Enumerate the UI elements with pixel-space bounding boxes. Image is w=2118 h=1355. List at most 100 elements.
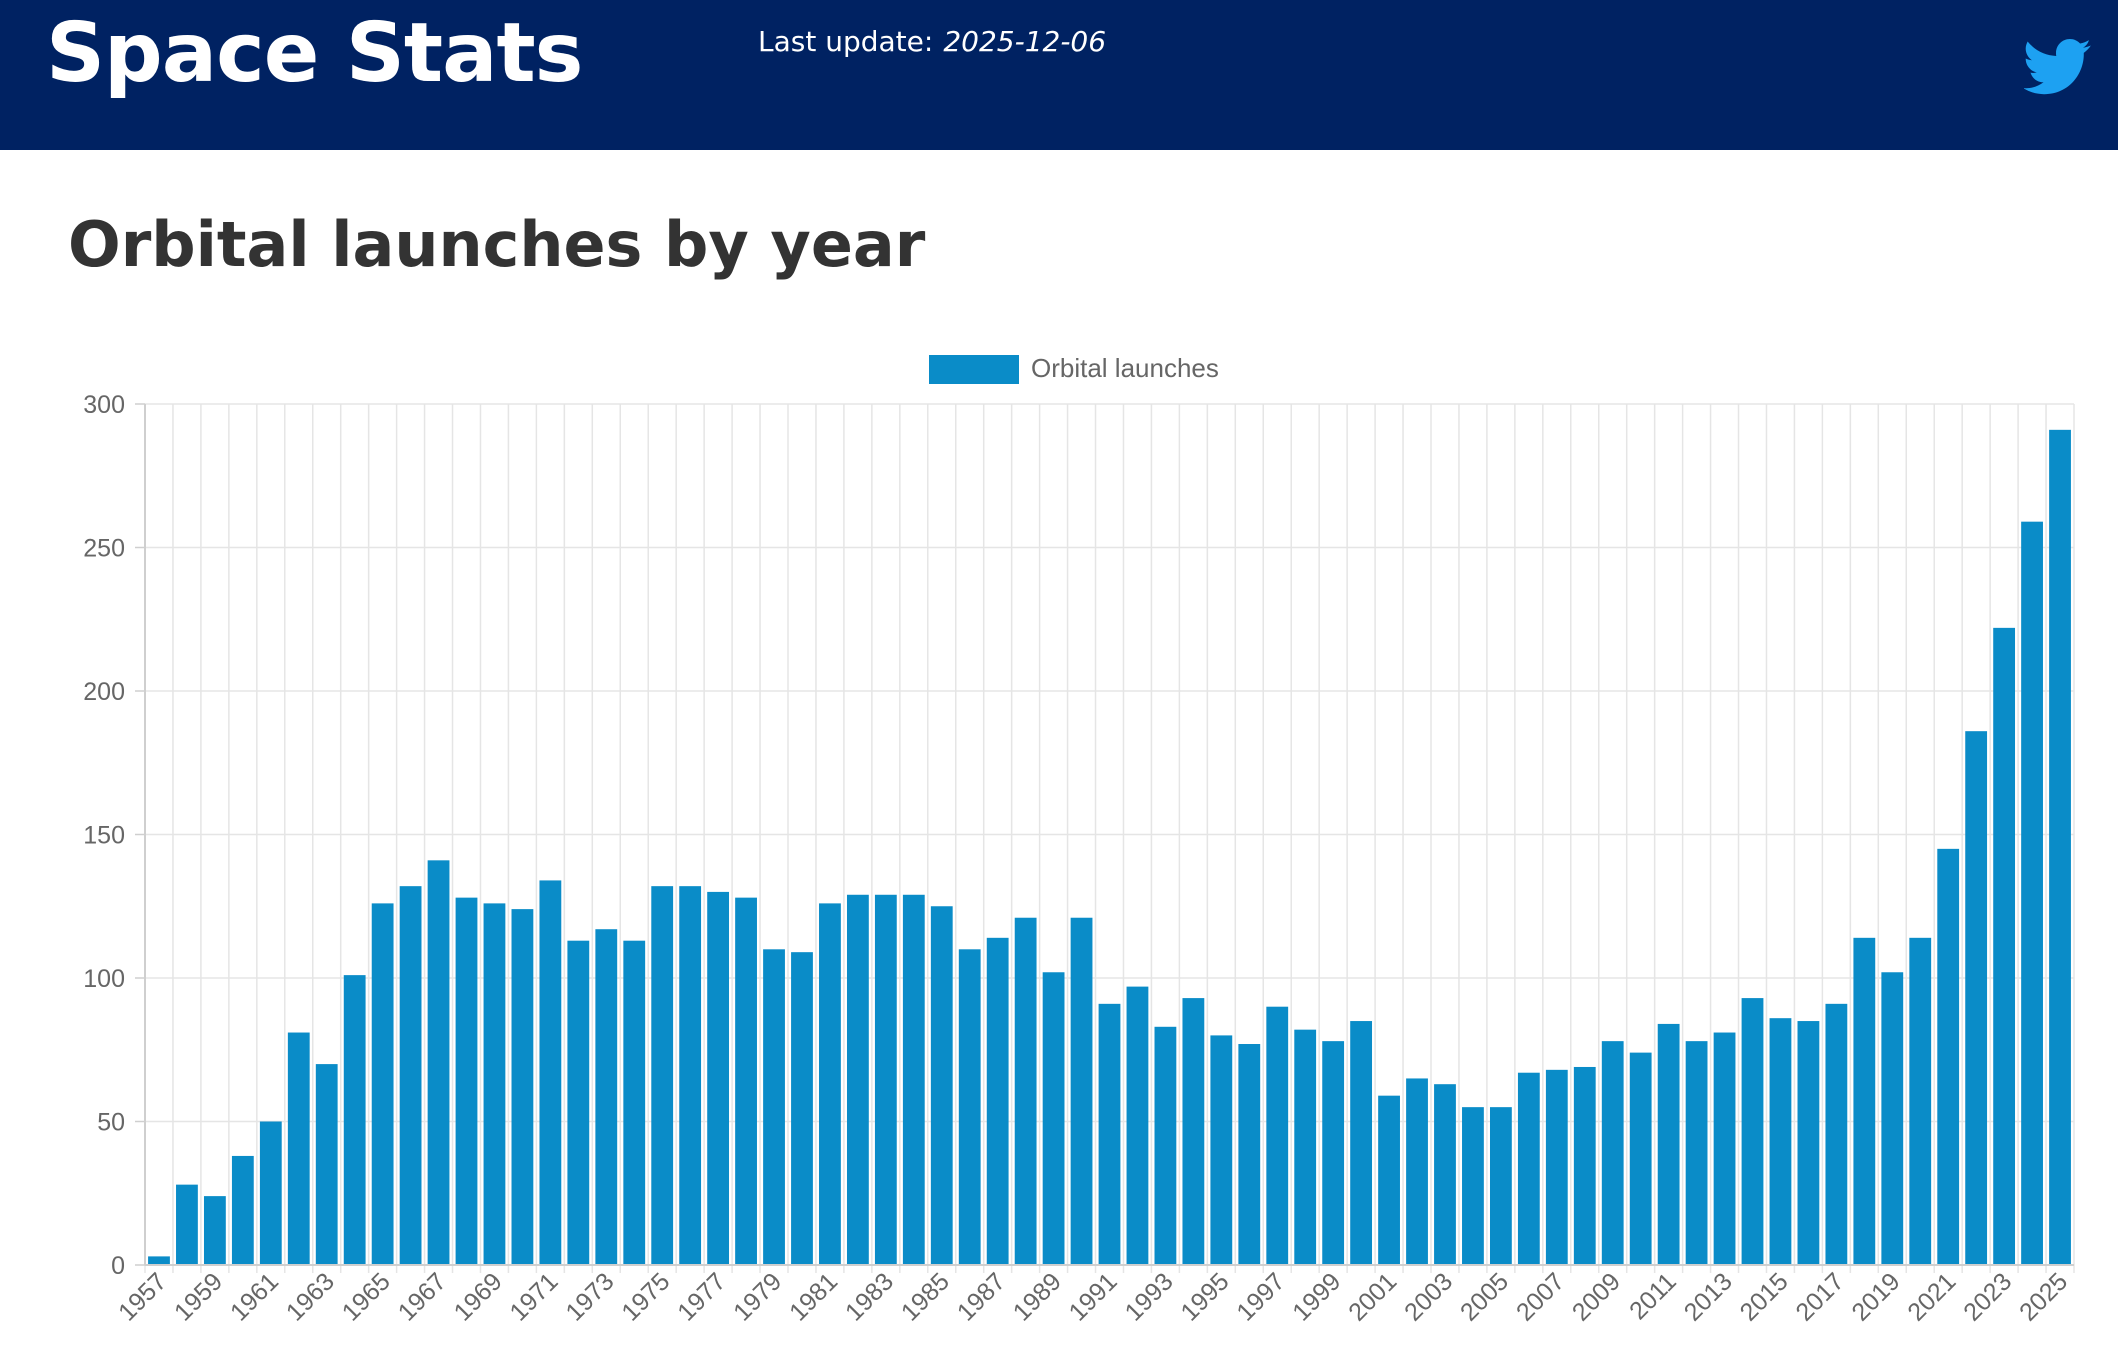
bar-1997[interactable] — [1266, 1006, 1289, 1265]
bar-1993[interactable] — [1154, 1026, 1177, 1265]
x-tick-label: 1963 — [281, 1267, 340, 1326]
bar-1973[interactable] — [595, 929, 618, 1265]
bar-1967[interactable] — [427, 860, 450, 1265]
bar-1974[interactable] — [623, 940, 646, 1265]
bar-2012[interactable] — [1685, 1041, 1708, 1265]
bar-2005[interactable] — [1489, 1107, 1512, 1265]
last-update: Last update: 2025-12-06 — [758, 22, 1106, 62]
x-tick-label: 1997 — [1231, 1267, 1290, 1326]
bar-1980[interactable] — [791, 952, 813, 1265]
bar-2018[interactable] — [1853, 937, 1876, 1265]
bar-2025[interactable] — [2049, 429, 2071, 1266]
x-tick-label: 2021 — [1902, 1267, 1961, 1326]
last-update-date: 2025-12-06 — [943, 25, 1107, 58]
bar-2001[interactable] — [1378, 1095, 1400, 1265]
bar-1992[interactable] — [1126, 986, 1149, 1265]
bar-1966[interactable] — [399, 886, 422, 1265]
bar-1957[interactable] — [148, 1256, 170, 1265]
y-tick-label: 100 — [83, 965, 125, 993]
bar-2010[interactable] — [1629, 1052, 1652, 1265]
bar-1972[interactable] — [567, 940, 590, 1265]
bar-1969[interactable] — [483, 903, 506, 1265]
bar-2009[interactable] — [1601, 1041, 1624, 1265]
bar-2002[interactable] — [1406, 1078, 1428, 1265]
bar-1975[interactable] — [651, 886, 674, 1265]
bar-2006[interactable] — [1517, 1072, 1540, 1265]
bar-1978[interactable] — [735, 897, 757, 1265]
bar-2023[interactable] — [1993, 627, 2016, 1265]
bar-1959[interactable] — [203, 1196, 226, 1265]
bar-1963[interactable] — [315, 1064, 338, 1265]
x-tick-label: 1965 — [337, 1267, 396, 1326]
bar-1968[interactable] — [455, 897, 478, 1265]
bar-1988[interactable] — [1014, 917, 1037, 1265]
bar-1982[interactable] — [846, 894, 869, 1265]
bar-1971[interactable] — [539, 880, 562, 1265]
bar-1983[interactable] — [874, 894, 897, 1265]
bar-1995[interactable] — [1210, 1035, 1233, 1265]
bar-1981[interactable] — [819, 903, 841, 1265]
bar-2019[interactable] — [1881, 972, 1904, 1265]
x-tick-label: 1969 — [449, 1267, 508, 1326]
x-tick-label: 1975 — [616, 1267, 675, 1326]
x-tick-label: 2019 — [1846, 1267, 1905, 1326]
bar-2020[interactable] — [1909, 937, 1932, 1265]
x-tick-label: 1977 — [672, 1267, 731, 1326]
x-tick-label: 1999 — [1287, 1267, 1346, 1326]
bar-2021[interactable] — [1937, 848, 1960, 1265]
bar-2024[interactable] — [2021, 521, 2043, 1265]
x-tick-label: 2013 — [1679, 1267, 1738, 1326]
bar-1985[interactable] — [930, 906, 953, 1265]
chart-legend[interactable]: Orbital launches — [929, 353, 1219, 384]
bar-2014[interactable] — [1741, 998, 1764, 1265]
bar-2008[interactable] — [1573, 1066, 1596, 1265]
twitter-icon[interactable] — [2024, 38, 2092, 96]
bar-2003[interactable] — [1434, 1084, 1456, 1265]
bar-1996[interactable] — [1238, 1044, 1261, 1265]
bar-1962[interactable] — [287, 1032, 310, 1265]
bar-2013[interactable] — [1713, 1032, 1736, 1265]
bar-1977[interactable] — [707, 891, 730, 1265]
bar-1994[interactable] — [1182, 998, 1205, 1265]
bar-2022[interactable] — [1965, 731, 1988, 1265]
x-tick-label: 1991 — [1064, 1267, 1123, 1326]
x-tick-label: 2017 — [1790, 1267, 1849, 1326]
bar-1989[interactable] — [1042, 972, 1065, 1265]
x-tick-label: 1967 — [393, 1267, 452, 1326]
x-tick-label: 1995 — [1175, 1267, 1234, 1326]
x-tick-label: 2009 — [1567, 1267, 1626, 1326]
bar-1976[interactable] — [679, 886, 702, 1265]
bar-2004[interactable] — [1462, 1107, 1484, 1265]
bar-1970[interactable] — [511, 909, 534, 1265]
bar-1987[interactable] — [986, 937, 1009, 1265]
bar-1958[interactable] — [176, 1184, 198, 1265]
legend-swatch[interactable] — [929, 355, 1019, 384]
bar-1984[interactable] — [902, 894, 925, 1265]
bar-1960[interactable] — [231, 1155, 254, 1265]
bar-1961[interactable] — [259, 1121, 282, 1266]
y-tick-label: 250 — [83, 535, 125, 563]
y-tick-label: 50 — [97, 1109, 125, 1137]
legend-label[interactable]: Orbital launches — [1031, 353, 1219, 383]
bar-2015[interactable] — [1769, 1018, 1792, 1265]
y-tick-label: 150 — [83, 822, 125, 850]
bar-1986[interactable] — [958, 949, 981, 1265]
bar-2007[interactable] — [1545, 1069, 1568, 1265]
bar-1991[interactable] — [1098, 1003, 1121, 1265]
site-header: Space Stats Last update: 2025-12-06 — [0, 0, 2118, 150]
bar-2000[interactable] — [1350, 1021, 1373, 1265]
bar-1999[interactable] — [1322, 1041, 1345, 1265]
bar-2017[interactable] — [1825, 1003, 1848, 1265]
brand-title[interactable]: Space Stats — [46, 6, 583, 101]
x-tick-label: 2015 — [1735, 1267, 1794, 1326]
bar-1990[interactable] — [1070, 917, 1093, 1265]
x-tick-label: 1987 — [952, 1267, 1011, 1326]
x-tick-label: 2001 — [1343, 1267, 1402, 1326]
bar-1998[interactable] — [1294, 1029, 1317, 1265]
bar-2016[interactable] — [1797, 1021, 1820, 1265]
bar-1964[interactable] — [343, 975, 366, 1265]
bar-1979[interactable] — [763, 949, 785, 1265]
bar-2011[interactable] — [1657, 1023, 1680, 1265]
bar-1965[interactable] — [371, 903, 394, 1265]
page-title: Orbital launches by year — [68, 208, 926, 281]
